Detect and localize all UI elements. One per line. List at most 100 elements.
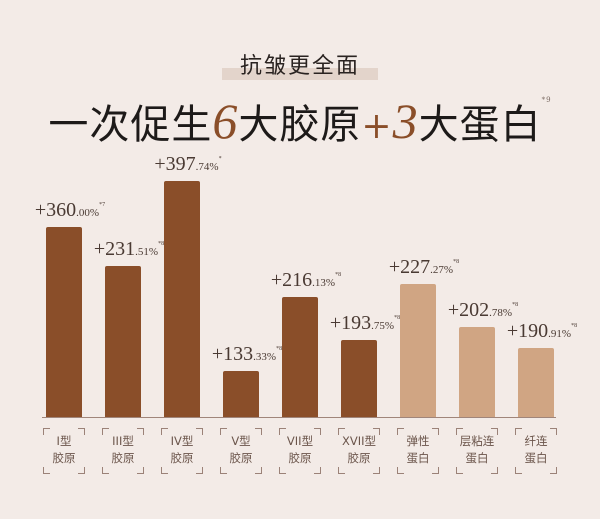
chart-bar xyxy=(341,340,377,417)
x-axis-line xyxy=(42,417,556,418)
bracket-corner xyxy=(102,428,109,435)
value-decimal: .78% xyxy=(489,307,513,319)
value-decimal: .33% xyxy=(253,351,277,363)
subtitle-highlight xyxy=(222,68,378,80)
category-label: I型胶原 xyxy=(43,428,85,474)
bracket-corner xyxy=(515,467,522,474)
category-line2: 蛋白 xyxy=(465,451,489,465)
bracket-corner xyxy=(137,467,144,474)
category-line2: 蛋白 xyxy=(406,451,430,465)
bar-value-label: +193.75%*8 xyxy=(330,312,400,335)
bracket-corner xyxy=(314,467,321,474)
value-footnote: *8 xyxy=(276,346,283,352)
bracket-corner xyxy=(432,428,439,435)
bracket-corner xyxy=(78,467,85,474)
bracket-corner xyxy=(491,428,498,435)
category-line2: 胶原 xyxy=(52,451,76,465)
bracket-corner xyxy=(338,428,345,435)
bracket-corner xyxy=(161,467,168,474)
bracket-corner xyxy=(279,467,286,474)
bracket-corner xyxy=(43,428,50,435)
category-line2: 胶原 xyxy=(229,451,253,465)
category-label: V型胶原 xyxy=(220,428,262,474)
page-title: 一次促生6大胶原+3大蛋白*9 xyxy=(0,92,600,150)
bracket-corner xyxy=(78,428,85,435)
value-footnote: * xyxy=(218,156,222,162)
title-part-c: 大蛋白 xyxy=(418,102,542,148)
value-footnote: *8 xyxy=(453,259,460,265)
bracket-corner xyxy=(220,428,227,435)
value-integer: +227 xyxy=(388,256,431,278)
bracket-corner xyxy=(314,428,321,435)
title-footnote: *9 xyxy=(541,96,552,104)
subtitle: 抗皱更全面 xyxy=(239,54,360,79)
bracket-corner xyxy=(196,428,203,435)
value-footnote: *7 xyxy=(99,202,106,208)
value-decimal: .75% xyxy=(371,320,395,332)
category-line1: III型 xyxy=(112,434,134,448)
bracket-corner xyxy=(137,428,144,435)
bracket-corner xyxy=(43,467,50,474)
bracket-corner xyxy=(338,467,345,474)
value-decimal: .51% xyxy=(135,246,159,258)
bracket-corner xyxy=(102,467,109,474)
chart-bar xyxy=(400,284,436,417)
value-integer: +193 xyxy=(329,312,372,334)
bracket-corner xyxy=(515,428,522,435)
bracket-corner xyxy=(255,428,262,435)
bar-value-label: +202.78%*8 xyxy=(448,299,518,322)
value-integer: +231 xyxy=(93,238,136,260)
bracket-corner xyxy=(550,467,557,474)
chart-bar xyxy=(46,227,82,417)
value-decimal: .91% xyxy=(548,328,572,340)
bracket-corner xyxy=(373,428,380,435)
bracket-corner xyxy=(432,467,439,474)
category-line1: IV型 xyxy=(170,434,194,448)
value-footnote: *8 xyxy=(571,323,578,329)
bracket-corner xyxy=(491,467,498,474)
title-plus: + xyxy=(361,106,393,147)
bar-value-label: +397.74%* xyxy=(154,153,221,176)
category-label: 纤连 蛋白 xyxy=(515,428,557,474)
bracket-corner xyxy=(550,428,557,435)
category-line1: V型 xyxy=(231,434,251,448)
bar-value-label: +360.00%*7 xyxy=(35,199,105,222)
category-line2: 胶原 xyxy=(288,451,312,465)
value-footnote: *8 xyxy=(394,315,401,321)
chart-bar xyxy=(518,348,554,417)
bar-value-label: +216.13%*8 xyxy=(271,269,341,292)
value-integer: +133 xyxy=(211,343,254,365)
bar-value-label: +133.33%*8 xyxy=(212,343,282,366)
value-decimal: .00% xyxy=(76,207,100,219)
value-footnote: *8 xyxy=(512,302,519,308)
category-line1: 纤连 xyxy=(524,434,548,448)
value-integer: +397 xyxy=(154,153,196,175)
category-line1: VII型 xyxy=(286,434,314,448)
chart-bar xyxy=(282,297,318,417)
bar-value-label: +227.27%*8 xyxy=(389,256,459,279)
value-integer: +216 xyxy=(270,269,313,291)
title-part-a: 一次促生 xyxy=(48,102,213,148)
title-number-3: 3 xyxy=(392,93,419,149)
category-line2: 胶原 xyxy=(111,451,135,465)
bracket-corner xyxy=(456,428,463,435)
category-line2: 胶原 xyxy=(170,451,194,465)
bar-value-label: +190.91%*8 xyxy=(507,320,577,343)
category-line2: 胶原 xyxy=(347,451,371,465)
value-decimal: .74% xyxy=(195,161,219,173)
category-line1: 弹性 xyxy=(406,434,430,448)
chart-bar xyxy=(164,181,200,417)
category-line2: 蛋白 xyxy=(524,451,548,465)
category-label: 层粘连 蛋白 xyxy=(456,428,498,474)
value-decimal: .13% xyxy=(312,277,336,289)
category-label: 弹性 蛋白 xyxy=(397,428,439,474)
category-line1: I型 xyxy=(56,434,72,448)
bracket-corner xyxy=(397,428,404,435)
value-footnote: *8 xyxy=(335,272,342,278)
chart-bar xyxy=(459,327,495,417)
chart-bar xyxy=(223,371,259,417)
title-number-6: 6 xyxy=(212,93,239,149)
value-decimal: .27% xyxy=(430,264,454,276)
bracket-corner xyxy=(161,428,168,435)
